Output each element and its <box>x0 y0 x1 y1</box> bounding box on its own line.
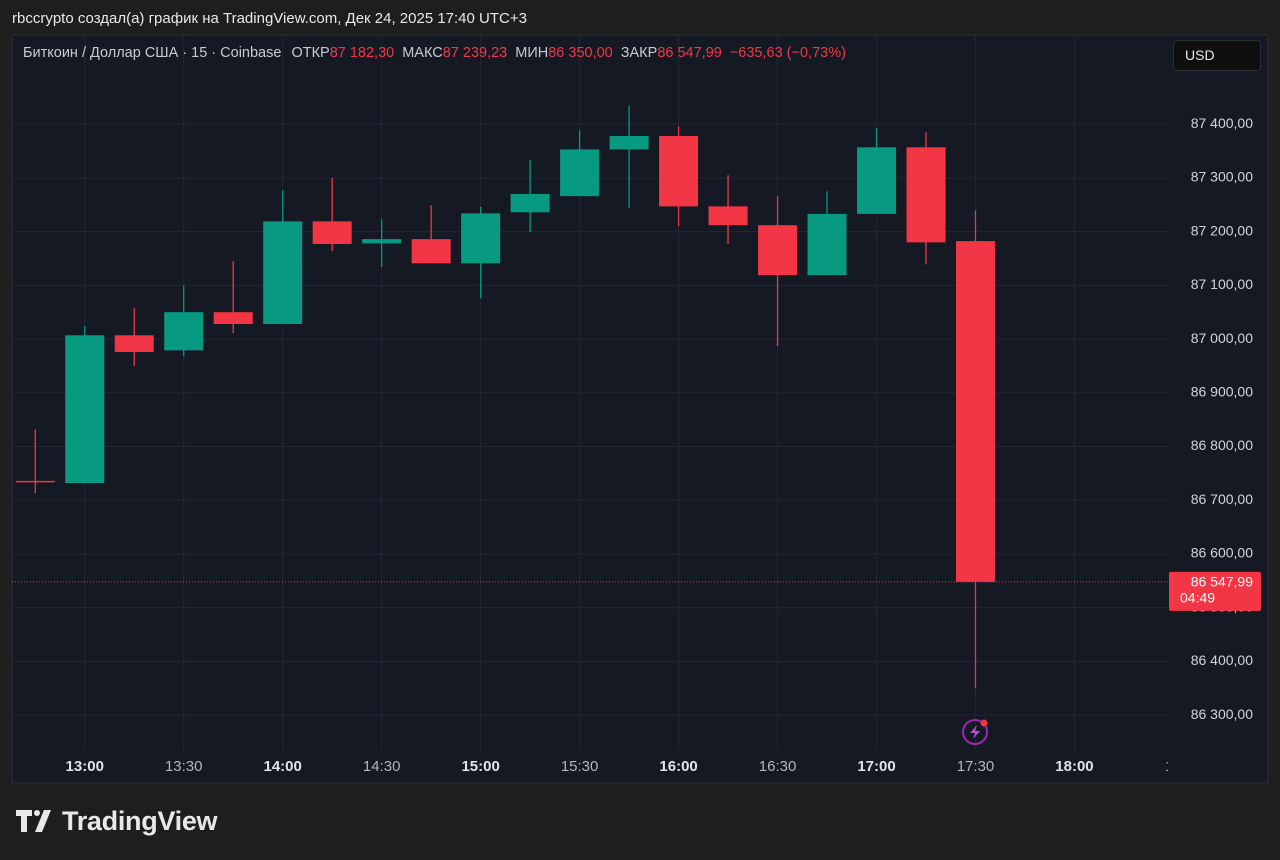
caption: rbccrypto создал(а) график на TradingVie… <box>12 10 527 27</box>
x-tick-label: 13:00 <box>66 758 104 775</box>
legend-value: 87 239,23 <box>442 45 508 61</box>
x-tick-label: 17:00 <box>857 758 895 775</box>
x-tick-label: 17:30 <box>957 758 995 775</box>
y-tick-label: 86 900,00 <box>1191 383 1253 399</box>
legend-value: 87 182,30 <box>329 45 395 61</box>
x-axis: 13:00 13:30 14:00 14:30 15:00 15:30 16:00 16:30… <box>66 758 1182 775</box>
currency-button[interactable]: USD <box>1173 40 1261 71</box>
y-tick-label: 87 200,00 <box>1191 222 1253 238</box>
last-price-label: 86 547,99 <box>1191 574 1253 590</box>
legend: Биткоин / Доллар США · 15 · Coinbase ОТКР… <box>23 45 846 61</box>
x-tick-label: 13:30 <box>165 758 203 775</box>
x-tick-label: 18 <box>1165 758 1182 775</box>
legend-label: ЗАКР <box>620 45 658 61</box>
candle-body <box>65 335 105 484</box>
legend-label: МИН <box>515 45 549 61</box>
last-price-box <box>1169 571 1261 611</box>
candle-body <box>708 206 748 226</box>
brand: TradingView <box>62 806 218 836</box>
candle-body <box>15 480 55 483</box>
candle-body <box>955 241 995 582</box>
y-tick-label: 87 400,00 <box>1191 115 1253 131</box>
x-tick-label: 15:00 <box>461 758 499 775</box>
y-tick-label: 86 600,00 <box>1191 545 1253 561</box>
x-tick-label: 14:00 <box>264 758 302 775</box>
logo-mark <box>16 810 51 832</box>
x-tick-label: 15:30 <box>561 758 599 775</box>
candle-body <box>114 335 154 352</box>
candle-body <box>857 147 897 214</box>
y-tick-label: 86 800,00 <box>1191 437 1253 453</box>
legend-value: 86 350,00 <box>548 45 613 61</box>
candle-body <box>510 194 550 213</box>
x-tick-label: 16:00 <box>659 758 697 775</box>
chart-frame <box>11 34 1269 784</box>
candle-body <box>659 135 699 207</box>
candle-body <box>609 135 649 150</box>
countdown: 04:49 <box>1180 590 1215 606</box>
x-tick-label: 16:30 <box>759 758 797 775</box>
candle-body <box>906 147 946 243</box>
y-tick-label: 86 300,00 <box>1191 706 1253 722</box>
x-tick-label: 18:00 <box>1055 758 1093 775</box>
candle-body <box>461 213 501 264</box>
candle-body <box>164 312 204 351</box>
candle-body <box>560 149 600 197</box>
plot <box>12 35 1168 750</box>
candle-body <box>758 225 798 276</box>
y-tick-label: 87 300,00 <box>1191 169 1253 185</box>
candle-body <box>807 213 847 276</box>
legend-change: −635,63 (−0,73%) <box>729 45 846 61</box>
x-tick-label: 14:30 <box>363 758 401 775</box>
y-tick-label: 87 100,00 <box>1191 276 1253 292</box>
y-tick-label: 86 700,00 <box>1191 491 1253 507</box>
legend-label: ОТКР <box>291 45 330 61</box>
legend-value: 86 547,99 <box>657 45 722 61</box>
candle-body <box>411 239 451 264</box>
y-tick-label: 86 400,00 <box>1191 652 1253 668</box>
candle-body <box>213 312 253 325</box>
candle-body <box>263 221 303 325</box>
candle-body <box>312 221 352 244</box>
candle-body <box>362 239 402 244</box>
legend-label: МАКС <box>402 45 443 61</box>
symbol: Биткоин / Доллар США · 15 · Coinbase <box>23 45 282 61</box>
alert-icon[interactable] <box>962 719 988 745</box>
y-tick-label: 87 000,00 <box>1191 330 1253 346</box>
